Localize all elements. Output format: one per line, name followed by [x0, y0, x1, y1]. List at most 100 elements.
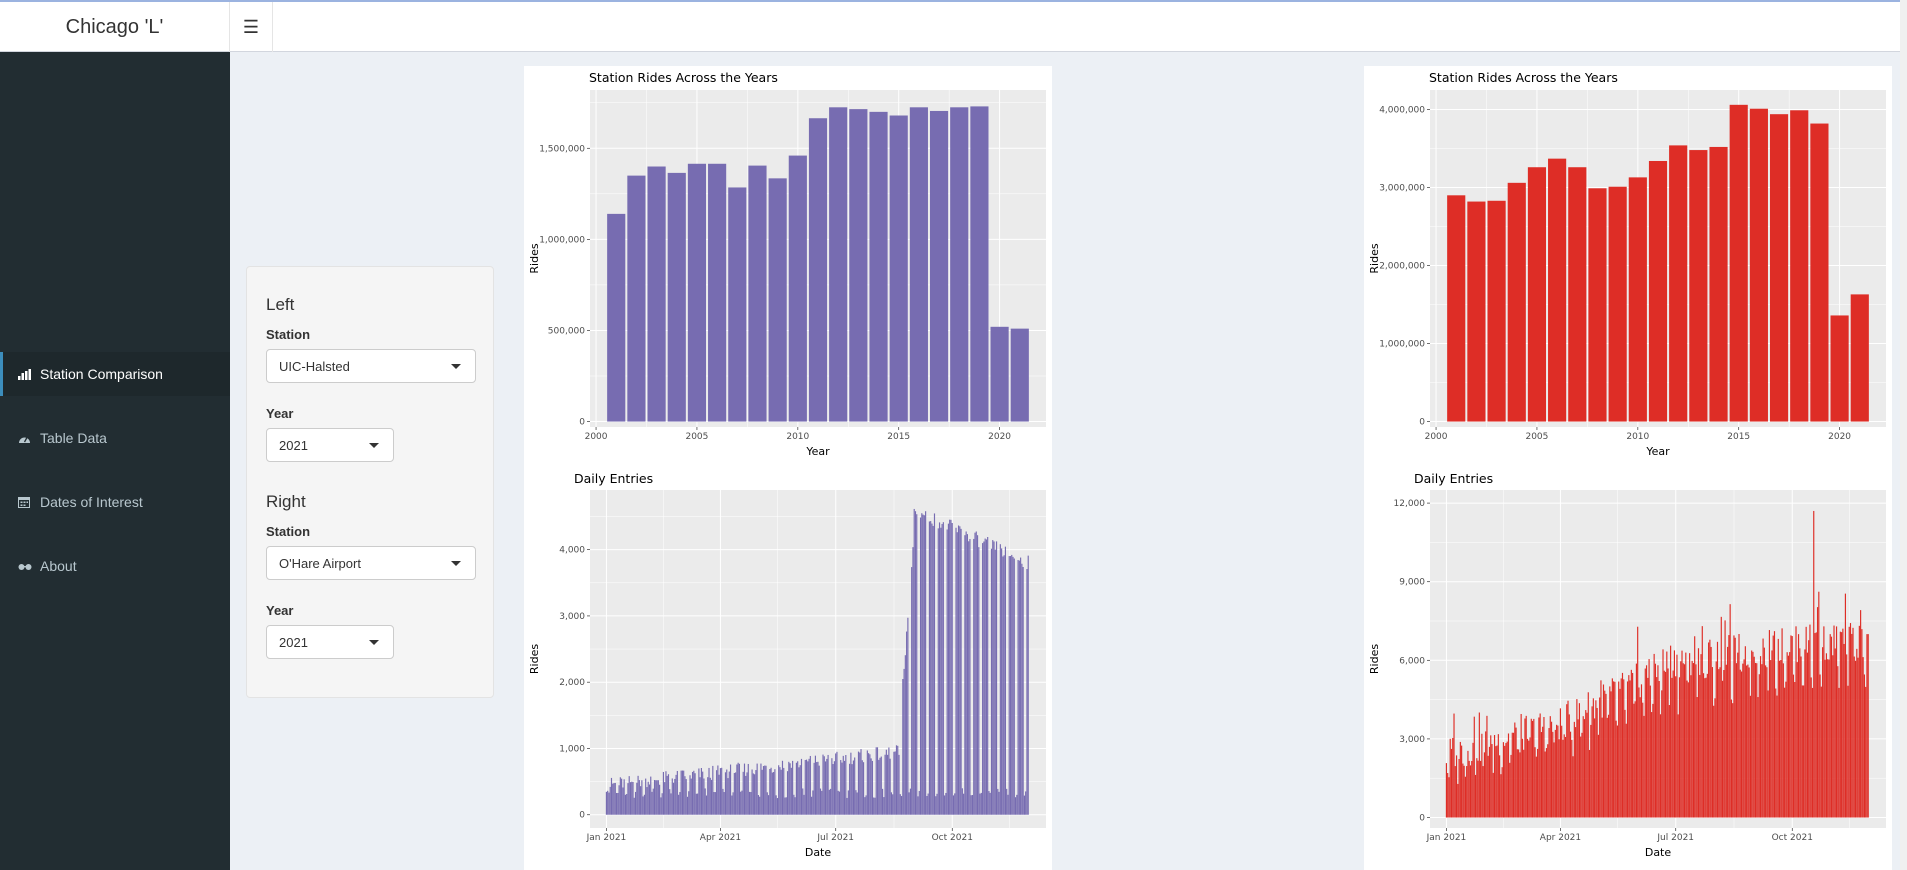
- bar: [1455, 755, 1458, 818]
- bar: [1851, 633, 1853, 818]
- bar: [1728, 635, 1730, 818]
- bar: [861, 760, 863, 815]
- bar: [794, 797, 796, 815]
- bar: [708, 767, 710, 815]
- bar: [898, 754, 900, 815]
- sidebar-item-station-comparison[interactable]: Station Comparison: [0, 352, 230, 396]
- bar: [883, 797, 885, 815]
- comparison-controls-panel: Left Station UIC-Halsted Year 2021 Right…: [246, 266, 494, 698]
- bar: [1587, 692, 1589, 818]
- bar: [1009, 556, 1012, 815]
- sidebar-item-table-data[interactable]: Table Data: [0, 416, 230, 460]
- bar: [657, 780, 659, 815]
- bar: [1477, 760, 1479, 818]
- right-station-label: Station: [266, 524, 311, 539]
- bar: [1464, 776, 1466, 818]
- bar: [812, 790, 814, 815]
- right-yearly-rides-chart: Station Rides Across the Years Rides Year 0…: [1368, 70, 1886, 458]
- left-station-select[interactable]: UIC-Halsted: [266, 349, 476, 383]
- bar: [1533, 718, 1535, 818]
- bar: [788, 155, 807, 422]
- sidebar-toggle-button[interactable]: ☰: [230, 2, 273, 52]
- bar: [728, 771, 730, 815]
- sidebar-item-dates-of-interest[interactable]: Dates of Interest: [0, 480, 230, 524]
- bar: [751, 769, 753, 815]
- bar: [1832, 655, 1834, 818]
- bar: [1822, 647, 1824, 818]
- sidebar-item-label: Station Comparison: [40, 366, 163, 382]
- bar: [1775, 688, 1777, 818]
- bar: [957, 525, 960, 815]
- bar: [756, 763, 758, 815]
- bar: [1696, 697, 1698, 818]
- bar: [1512, 732, 1515, 818]
- bar: [681, 770, 683, 815]
- bar: [1823, 626, 1825, 818]
- bar: [627, 783, 629, 815]
- bar: [975, 531, 977, 815]
- bar: [1810, 123, 1829, 422]
- bar: [1695, 664, 1697, 818]
- bar: [917, 796, 919, 815]
- sidebar-item-about[interactable]: About: [0, 544, 230, 588]
- bar: [1554, 729, 1556, 818]
- bar: [809, 755, 811, 815]
- bar: [1528, 740, 1530, 818]
- bar: [950, 107, 969, 422]
- bar: [1458, 758, 1460, 818]
- bar: [1575, 727, 1577, 818]
- x-tick-label: Jul 2021: [1656, 833, 1694, 843]
- bar: [870, 758, 872, 815]
- bar: [866, 750, 868, 815]
- bar: [1604, 690, 1606, 818]
- bar: [828, 789, 830, 815]
- bar: [888, 747, 890, 815]
- bar: [697, 793, 699, 815]
- bar: [997, 788, 999, 815]
- bar: [615, 792, 618, 815]
- bar: [1692, 663, 1694, 818]
- bar: [683, 770, 685, 815]
- bar: [1810, 677, 1812, 818]
- bar: [1737, 652, 1739, 818]
- x-axis-label: Date: [805, 846, 832, 859]
- bar: [1531, 720, 1534, 818]
- bar: [1544, 751, 1546, 818]
- bar: [803, 794, 805, 815]
- bar: [913, 508, 915, 815]
- bar: [776, 798, 778, 815]
- bar: [968, 541, 970, 815]
- bar: [1691, 660, 1693, 818]
- bar: [1596, 707, 1598, 818]
- bar: [607, 790, 609, 815]
- bar: [680, 770, 682, 815]
- sidebar: Station Comparison Table Data Dates of I…: [0, 52, 230, 870]
- bar: [993, 541, 995, 815]
- bar: [648, 784, 651, 815]
- bar: [1561, 725, 1563, 818]
- bar: [754, 774, 756, 815]
- bar: [655, 780, 657, 815]
- bar: [1833, 625, 1835, 818]
- left-year-select[interactable]: 2021: [266, 428, 394, 462]
- chart-title: Station Rides Across the Years: [589, 70, 778, 85]
- bar: [613, 783, 615, 815]
- bar: [892, 794, 894, 815]
- bar: [1723, 670, 1725, 818]
- bar: [1729, 104, 1748, 422]
- page-scrollbar[interactable]: [1900, 0, 1907, 870]
- bar: [1790, 635, 1792, 818]
- bar: [1016, 794, 1018, 815]
- bar: [1611, 678, 1613, 818]
- bar: [804, 760, 806, 815]
- bar: [976, 535, 979, 815]
- bar: [1559, 708, 1561, 818]
- bar: [869, 111, 888, 422]
- right-station-select[interactable]: O'Hare Airport: [266, 546, 476, 580]
- bar: [1027, 555, 1029, 815]
- bar: [903, 668, 905, 815]
- bar: [824, 761, 827, 815]
- right-year-select[interactable]: 2021: [266, 625, 394, 659]
- bar: [740, 791, 742, 815]
- bar: [634, 791, 637, 815]
